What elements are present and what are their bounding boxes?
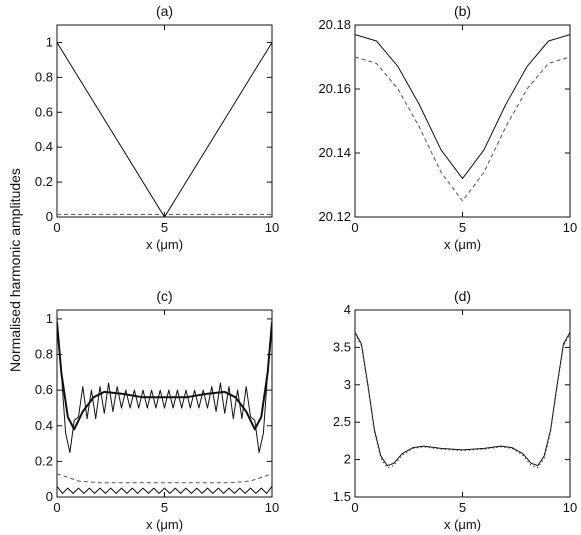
- y-tick-label: 20.12: [318, 209, 351, 224]
- panel-1: (b) 0 5 10 20.12 20.14 20.16 20.18 x (μm): [318, 3, 577, 252]
- x-tick-label: 5: [459, 220, 466, 235]
- y-tick-label: 0.6: [35, 382, 53, 397]
- y-tick-label: 1: [46, 311, 53, 326]
- y-tick-label: 0.4: [35, 418, 53, 433]
- x-axis-label: x (μm): [146, 517, 183, 532]
- y-tick-label: 0.8: [35, 347, 53, 362]
- y-tick-label: 2.5: [333, 414, 351, 429]
- x-tick-label: 10: [563, 500, 577, 515]
- y-tick-label: 0.2: [35, 453, 53, 468]
- plot-frame: [354, 309, 571, 498]
- series-line-1: [355, 333, 570, 469]
- panel-title: (c): [156, 288, 172, 304]
- y-tick-label: 0.4: [35, 139, 53, 154]
- y-tick-label: 1: [46, 34, 53, 49]
- y-tick-label: 2: [344, 452, 351, 467]
- plot-frame: [56, 24, 273, 218]
- y-tick-label: 20.16: [318, 81, 351, 96]
- panel-0: (a) 0 5 10 0 0.2 0.4 0.6 0.8 1 x (μm): [35, 3, 279, 252]
- x-tick-label: 5: [161, 500, 168, 515]
- x-axis-label: x (μm): [444, 517, 481, 532]
- y-tick-label: 3: [344, 377, 351, 392]
- series-line-2: [57, 473, 272, 484]
- y-tick-label: 20.18: [318, 17, 351, 32]
- y-tick-label: 20.14: [318, 145, 351, 160]
- x-tick-label: 0: [351, 220, 358, 235]
- series-line-1: [355, 56, 570, 202]
- y-tick-label: 3.5: [333, 339, 351, 354]
- panel-2: (c) 0 5 10 0 0.2 0.4 0.6 0.8 1 x (μm): [35, 288, 279, 532]
- series-group: [355, 332, 570, 469]
- x-tick-label: 0: [53, 220, 60, 235]
- x-tick-label: 5: [459, 500, 466, 515]
- series-line-0: [355, 34, 570, 180]
- x-tick-label: 10: [265, 220, 279, 235]
- panel-3: (d) 0 5 10 1.5 2 2.5 3 3.5 4 x (μm): [333, 288, 577, 532]
- y-tick-label: 0.6: [35, 104, 53, 119]
- y-tick-label: 0: [46, 489, 53, 504]
- x-tick-label: 0: [351, 500, 358, 515]
- figure-ylabel: Normalised harmonic amplitudes: [7, 168, 23, 372]
- x-tick-label: 10: [563, 220, 577, 235]
- x-axis-label: x (μm): [444, 237, 481, 252]
- y-tick-label: 4: [344, 302, 351, 317]
- y-tick-label: 0.8: [35, 69, 53, 84]
- series-line-1: [57, 318, 272, 453]
- series-group: [355, 34, 570, 202]
- series-line-3: [57, 485, 272, 494]
- x-tick-label: 10: [265, 500, 279, 515]
- panel-title: (d): [454, 288, 471, 304]
- y-tick-label: 0.2: [35, 174, 53, 189]
- x-axis-label: x (μm): [146, 237, 183, 252]
- x-tick-label: 0: [53, 500, 60, 515]
- y-tick-label: 1.5: [333, 489, 351, 504]
- x-tick-label: 5: [161, 220, 168, 235]
- panel-title: (b): [454, 3, 471, 19]
- series-group: [57, 318, 272, 494]
- series-line-0: [57, 42, 272, 217]
- series-group: [57, 42, 272, 217]
- series-line-0: [355, 332, 570, 467]
- series-line-0: [57, 322, 272, 431]
- panel-title: (a): [156, 3, 173, 19]
- y-tick-label: 0: [46, 209, 53, 224]
